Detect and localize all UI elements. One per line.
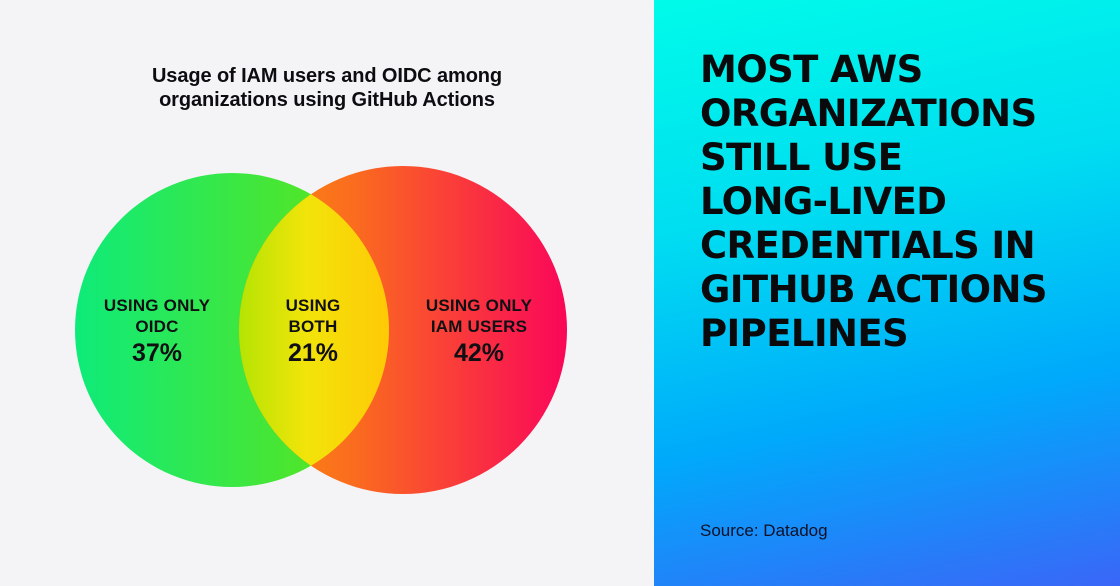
headline-line4: LONG-LIVED [700, 180, 947, 223]
headline-line5: CREDENTIALS IN [700, 224, 1036, 267]
chart-title: Usage of IAM users and OIDC among organi… [0, 64, 654, 112]
venn-value-both: 21% [287, 339, 339, 367]
venn-label-iam-line2: IAM USERS [430, 317, 528, 336]
venn-label-both-line2: BOTH [288, 317, 338, 336]
venn-diagram [75, 166, 567, 494]
venn-intersection-both [238, 194, 390, 466]
chart-panel: Usage of IAM users and OIDC among organi… [0, 0, 654, 586]
venn-label-iam-line1: USING ONLY [425, 296, 533, 315]
source-attribution: Source: Datadog [700, 521, 828, 540]
headline: MOST AWS ORGANIZATIONS STILL USE LONG-LI… [700, 48, 1108, 356]
chart-title-line2: organizations using GitHub Actions [159, 89, 495, 111]
headline-line3: STILL USE [700, 136, 903, 179]
venn-label-both-line1: USING [285, 296, 341, 315]
venn-value-iam: 42% [453, 339, 505, 367]
venn-label-oidc-line1: USING ONLY [103, 296, 211, 315]
venn-label-oidc-line2: OIDC [135, 317, 179, 336]
headline-line1: MOST AWS [700, 48, 923, 91]
headline-line2: ORGANIZATIONS [700, 92, 1037, 135]
headline-line7: PIPELINES [700, 312, 909, 355]
venn-value-oidc: 37% [131, 339, 183, 367]
venn-label-iam-users: USING ONLY IAM USERS 42% [426, 295, 532, 367]
venn-label-both: USING BOTH 21% [286, 295, 341, 367]
chart-title-line1: Usage of IAM users and OIDC among [151, 65, 503, 87]
headline-line6: GITHUB ACTIONS [700, 268, 1048, 311]
headline-panel: MOST AWS ORGANIZATIONS STILL USE LONG-LI… [654, 0, 1120, 586]
venn-label-oidc: USING ONLY OIDC 37% [104, 295, 210, 367]
